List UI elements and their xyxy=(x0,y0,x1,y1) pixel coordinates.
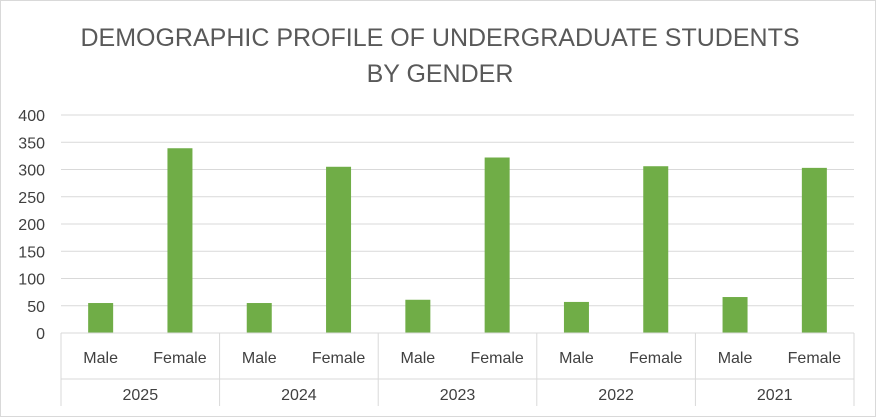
x-axis-category-labels: Male Female 2025 Male Female 2024 Male Female 20… xyxy=(83,350,841,404)
y-tick-label: 350 xyxy=(18,135,45,152)
group-label: 2022 xyxy=(598,387,634,404)
chart-title-line-1: DEMOGRAPHIC PROFILE OF UNDERGRADUATE STU… xyxy=(80,24,799,52)
category-label: Male xyxy=(559,350,594,367)
y-tick-label: 250 xyxy=(18,190,45,207)
x-axis xyxy=(60,332,855,406)
y-tick-label: 0 xyxy=(36,326,45,343)
group-label: 2021 xyxy=(757,387,793,404)
bar-2025-female xyxy=(167,148,193,333)
category-label: Female xyxy=(312,350,365,367)
category-label: Female xyxy=(788,350,841,367)
bar-2024-male xyxy=(246,303,272,333)
bar-2022-female xyxy=(643,166,669,333)
bar-2023-male xyxy=(405,299,431,333)
category-label: Female xyxy=(629,350,682,367)
bar-2025-male xyxy=(88,303,114,333)
group-label: 2023 xyxy=(440,387,476,404)
bar-2022-male xyxy=(563,301,589,333)
group-label: 2025 xyxy=(123,387,159,404)
y-tick-label: 300 xyxy=(18,163,45,180)
chart-title-line-2: BY GENDER xyxy=(367,60,514,88)
category-label: Male xyxy=(242,350,277,367)
bar-2021-male xyxy=(722,297,748,333)
y-tick-label: 150 xyxy=(18,244,45,261)
category-label: Male xyxy=(718,350,753,367)
bar-2023-female xyxy=(484,157,510,333)
category-label: Female xyxy=(470,350,523,367)
y-tick-label: 50 xyxy=(27,299,45,316)
group-label: 2024 xyxy=(281,387,317,404)
category-label: Male xyxy=(401,350,436,367)
chart-title: DEMOGRAPHIC PROFILE OF UNDERGRADUATE STU… xyxy=(80,24,799,88)
bar-2024-female xyxy=(326,166,352,333)
y-tick-label: 200 xyxy=(18,217,45,234)
y-axis-tick-labels: 0 50 100 150 200 250 300 350 400 xyxy=(18,108,45,343)
category-label: Female xyxy=(153,350,206,367)
gridlines xyxy=(61,114,854,307)
y-tick-label: 100 xyxy=(18,272,45,289)
bar-2021-female xyxy=(801,167,827,333)
bars xyxy=(88,148,827,333)
category-label: Male xyxy=(83,350,118,367)
y-tick-label: 400 xyxy=(18,108,45,125)
